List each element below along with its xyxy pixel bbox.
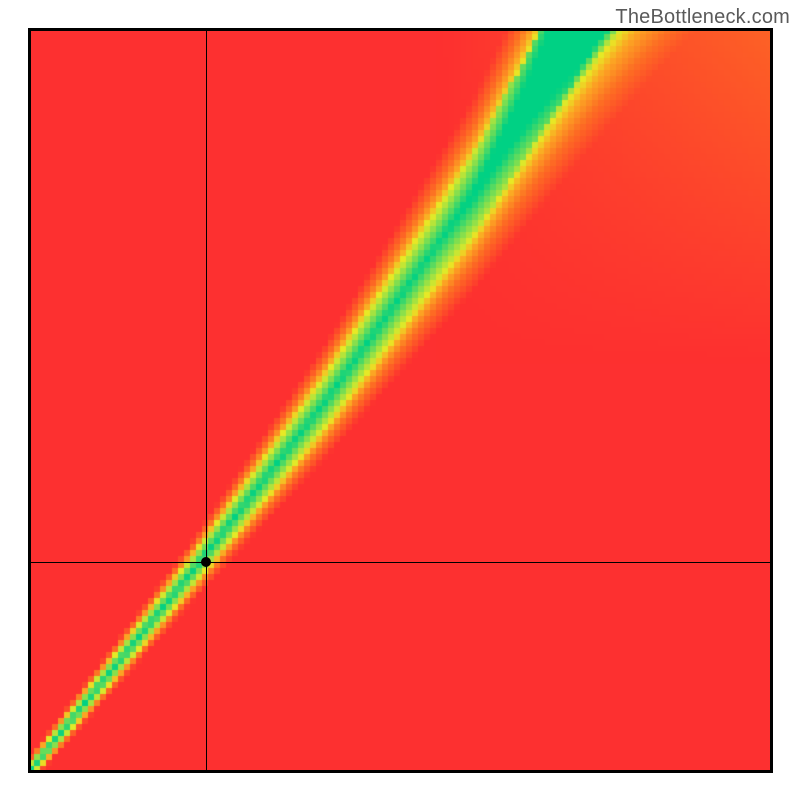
heatmap-canvas [28,28,773,773]
attribution-text: TheBottleneck.com [615,6,790,29]
heatmap-plot [28,28,773,773]
